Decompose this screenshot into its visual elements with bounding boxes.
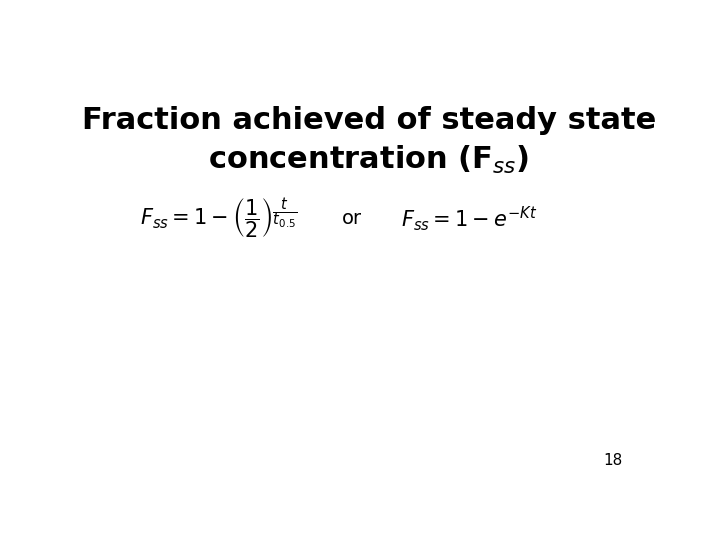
Text: 18: 18: [603, 453, 623, 468]
Text: $F_{ss} = 1 - e^{-Kt}$: $F_{ss} = 1 - e^{-Kt}$: [401, 204, 538, 233]
Text: Fraction achieved of steady state
concentration (F$_{ss}$): Fraction achieved of steady state concen…: [82, 106, 656, 176]
Text: $F_{ss} = 1 - \left(\dfrac{1}{2}\right)^{\dfrac{t}{t_{0.5}}}$: $F_{ss} = 1 - \left(\dfrac{1}{2}\right)^…: [140, 197, 297, 241]
Text: or: or: [342, 209, 362, 228]
